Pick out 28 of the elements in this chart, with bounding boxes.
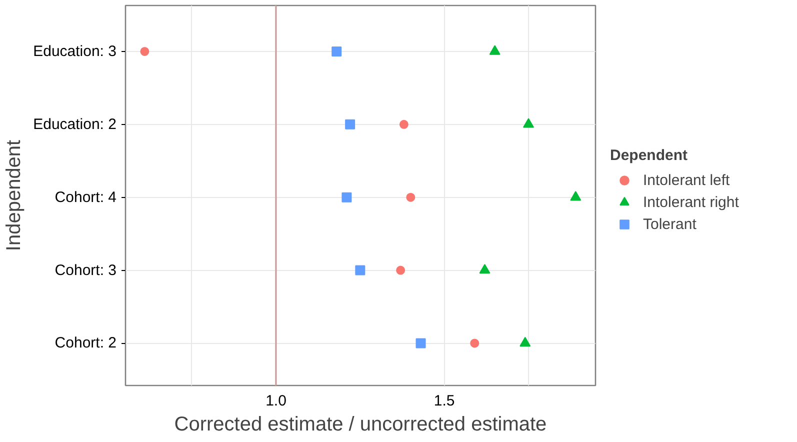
point	[399, 120, 408, 129]
x-tick-label: 1.5	[434, 392, 455, 410]
y-tick-label: Cohort: 4	[54, 188, 117, 206]
x-tick-label: 1.0	[266, 392, 286, 410]
y-axis-title: Independent	[3, 139, 26, 252]
point	[520, 336, 531, 347]
point	[345, 119, 356, 130]
y-tick-label: Education: 2	[33, 116, 117, 133]
point	[342, 192, 352, 202]
legend-label: Intolerant right	[643, 194, 739, 210]
point	[416, 338, 426, 348]
point	[406, 192, 416, 202]
point	[396, 266, 406, 275]
y-tick-label: Cohort: 2	[54, 334, 117, 352]
x-axis-title: Corrected estimate / uncorrected estimate	[174, 414, 547, 436]
point	[523, 118, 534, 128]
point	[470, 338, 480, 348]
point	[332, 46, 342, 56]
legend-title: Dependent	[610, 147, 689, 164]
legend-label: Intolerant left	[643, 172, 730, 188]
y-tick-label: Cohort: 3	[54, 262, 117, 279]
point	[489, 45, 500, 55]
point	[355, 265, 366, 276]
legend-label: Tolerant	[643, 216, 696, 232]
point	[140, 46, 150, 56]
point	[570, 191, 582, 201]
point	[479, 264, 490, 274]
y-tick-label: Education: 3	[33, 42, 117, 60]
